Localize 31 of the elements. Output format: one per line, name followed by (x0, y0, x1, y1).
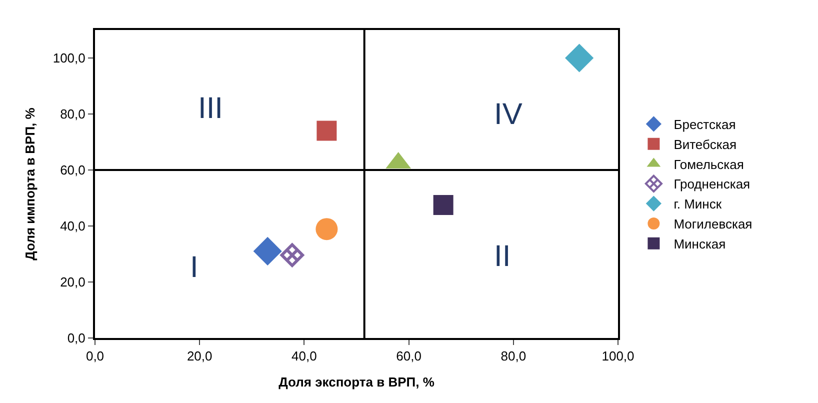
legend-label: Брестская (674, 117, 736, 132)
x-tick-label: 0,0 (86, 348, 104, 364)
annotation: III (198, 92, 224, 125)
legend-label: г. Минск (674, 196, 722, 212)
x-tick-label: 40,0 (292, 348, 317, 364)
point (565, 44, 594, 72)
y-tick-label: 100,0 (52, 50, 86, 66)
point (316, 218, 338, 240)
annotation: II (494, 240, 511, 273)
y-tick-label: 60,0 (60, 162, 86, 178)
point (316, 120, 337, 141)
x-tick-label: 20,0 (186, 348, 212, 364)
legend-label: Гомельская (674, 156, 744, 172)
x-axis-title: Доля экспорта в ВРП, % (278, 374, 435, 390)
x-tick-label: 80,0 (500, 348, 526, 364)
x-tick-label: 60,0 (396, 348, 422, 364)
point (253, 236, 282, 266)
point (433, 195, 454, 215)
legend-label: Минская (674, 236, 726, 252)
y-tick-label: 40,0 (60, 218, 86, 234)
y-tick-label: 0,0 (67, 330, 86, 346)
legend-label: Гродненская (674, 176, 750, 192)
y-tick-label: 80,0 (60, 106, 86, 122)
y-axis-title: Доля импорта в ВРП, % (22, 107, 38, 260)
annotation: I (190, 251, 198, 284)
legend-label: Могилевская (674, 216, 752, 232)
y-tick-label: 20,0 (60, 274, 86, 290)
x-tick-label: 100,0 (602, 348, 634, 364)
legend-label: Витебская (674, 136, 737, 152)
point (280, 243, 304, 268)
annotation: IV (494, 98, 522, 131)
